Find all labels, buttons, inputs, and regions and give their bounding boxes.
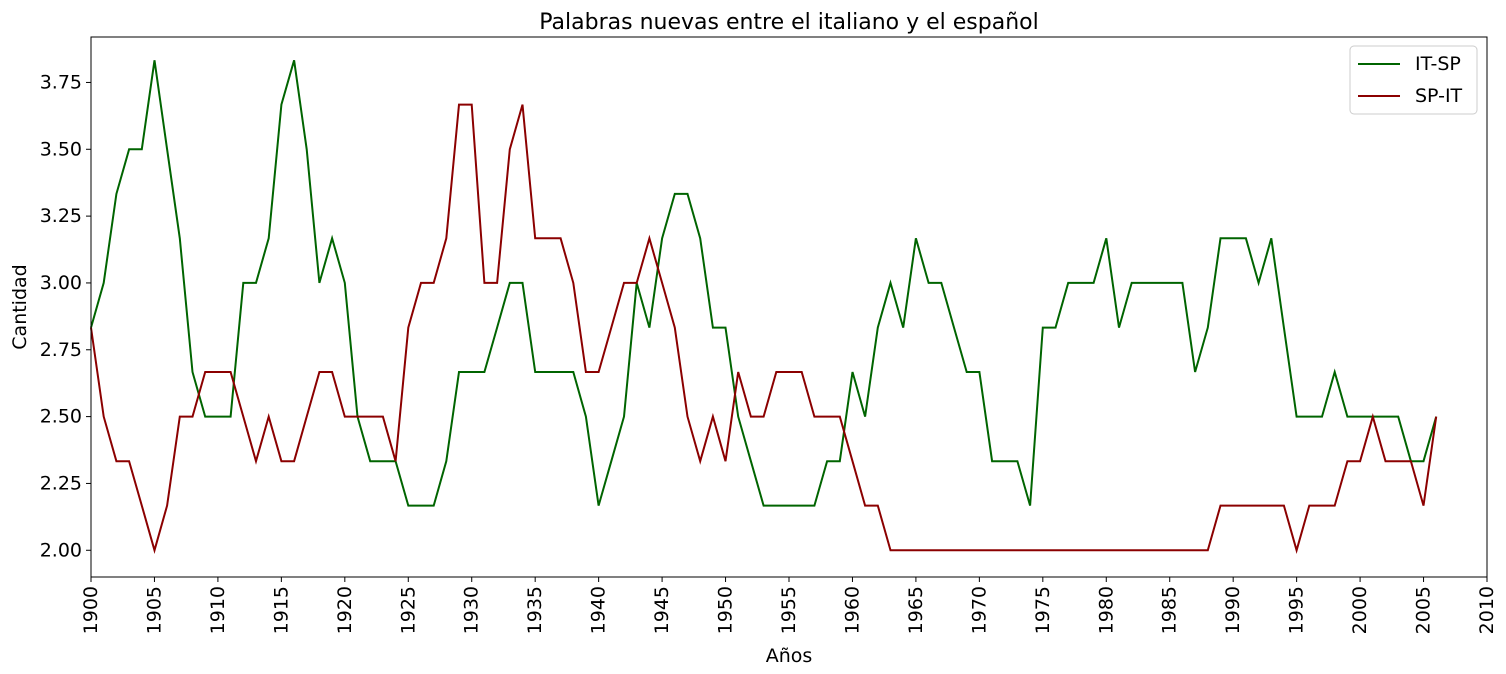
- x-tick-label: 1980: [1095, 586, 1117, 634]
- y-tick-label: 2.75: [40, 339, 82, 361]
- x-tick-label: 1925: [397, 586, 419, 634]
- x-axis-label: Años: [766, 645, 813, 667]
- legend-label: IT-SP: [1415, 53, 1461, 75]
- x-tick-label: 1990: [1222, 586, 1244, 634]
- y-tick-label: 3.50: [40, 138, 82, 160]
- x-tick-label: 1960: [841, 586, 863, 634]
- x-tick-label: 1985: [1159, 586, 1181, 634]
- x-tick-label: 1955: [778, 586, 800, 634]
- x-tick-label: 1965: [905, 586, 927, 634]
- y-tick-label: 3.00: [40, 272, 82, 294]
- y-tick-label: 3.25: [40, 205, 82, 227]
- y-tick-label: 2.50: [40, 406, 82, 428]
- legend: IT-SP SP-IT: [1349, 45, 1478, 115]
- x-tick-label: 2000: [1349, 586, 1371, 634]
- series-line-sp-it: [90, 103, 1438, 554]
- x-tick-label: 1945: [651, 586, 673, 634]
- x-tick-label: 1975: [1032, 586, 1054, 634]
- y-tick-label: 2.00: [40, 539, 82, 561]
- x-tick-label: 1940: [588, 586, 610, 634]
- series-line-it-sp: [90, 60, 1438, 507]
- x-tick-label: 1905: [143, 586, 165, 634]
- x-tick-label: 2005: [1413, 586, 1435, 634]
- x-tick-label: 1995: [1286, 586, 1308, 634]
- x-tick-label: 1920: [334, 586, 356, 634]
- x-tick-label: 1930: [461, 586, 483, 634]
- y-axis-label: Cantidad: [9, 264, 31, 349]
- y-axis: 2.00 2.25 2.50 2.75 3.00 3.25 3.50 3.75: [40, 71, 91, 561]
- x-axis: 1900 1905 1910 1915 1920 1925 1930 1935 1940 1945…: [80, 577, 1498, 634]
- y-tick-label: 3.75: [40, 71, 82, 93]
- plot-frame: [90, 36, 1488, 578]
- x-tick-label: 1970: [968, 586, 990, 634]
- chart-title: Palabras nuevas entre el italiano y el e…: [539, 10, 1038, 35]
- legend-label: SP-IT: [1415, 85, 1463, 107]
- plot-area: [90, 60, 1438, 554]
- x-tick-label: 1900: [80, 586, 102, 634]
- x-tick-label: 1935: [524, 586, 546, 634]
- x-tick-label: 1915: [270, 586, 292, 634]
- x-tick-label: 2010: [1476, 586, 1498, 634]
- x-tick-label: 1950: [715, 586, 737, 634]
- x-tick-label: 1910: [207, 586, 229, 634]
- y-tick-label: 2.25: [40, 472, 82, 494]
